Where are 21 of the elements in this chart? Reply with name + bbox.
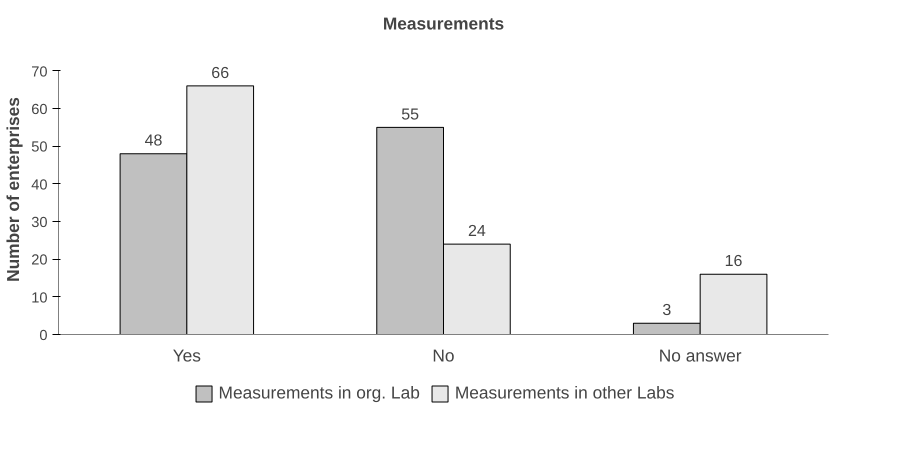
y-tick-label: 20 <box>31 252 48 269</box>
legend-label: Measurements in other Labs <box>454 382 674 404</box>
data-label: 55 <box>401 106 420 124</box>
y-tick-label: 60 <box>31 102 48 118</box>
y-tick-label: 50 <box>31 140 48 156</box>
data-label: 3 <box>662 302 672 320</box>
y-axis-title: Number of enterprises <box>3 97 24 282</box>
data-label: 66 <box>211 64 230 82</box>
data-label: 48 <box>144 132 162 150</box>
data-label: 16 <box>724 253 743 270</box>
x-tick-label: No answer <box>658 346 742 366</box>
x-tick-label: No <box>432 346 455 366</box>
x-tick-label: Yes <box>172 346 202 366</box>
y-tick-label: 70 <box>31 64 48 80</box>
data-label: 24 <box>468 223 486 240</box>
chart-title: Measurements <box>382 14 504 34</box>
legend-label: Measurements in org. Lab <box>218 382 420 404</box>
y-tick-label: 0 <box>39 328 48 344</box>
y-tick-label: 40 <box>31 177 48 194</box>
y-tick-label: 30 <box>31 215 48 232</box>
y-tick-label: 10 <box>31 290 48 306</box>
